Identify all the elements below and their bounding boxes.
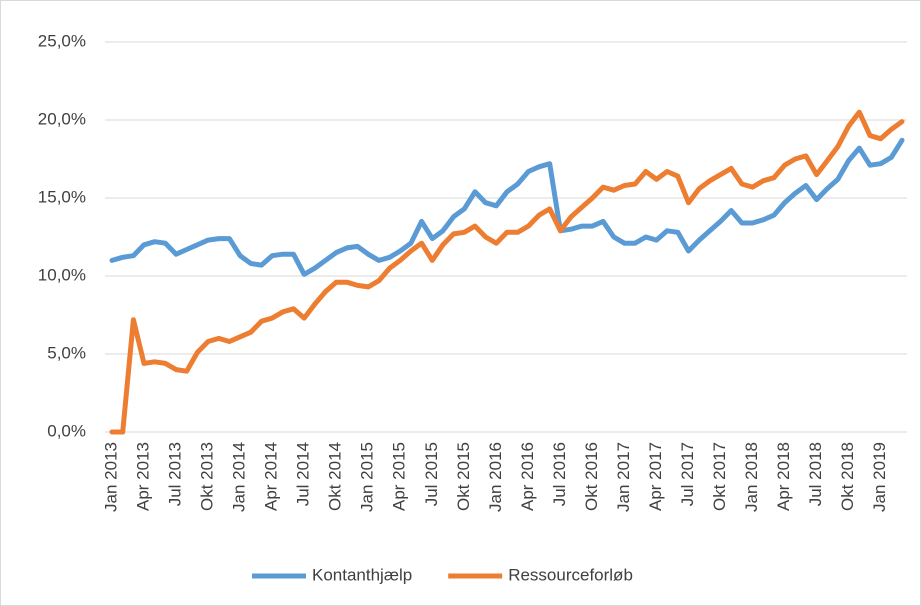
y-tick-label: 10,0% — [38, 265, 86, 284]
x-tick-label: Apr 2015 — [390, 442, 409, 511]
x-tick-label: Jan 2017 — [614, 442, 633, 512]
x-tick-label: Jul 2017 — [678, 442, 697, 506]
y-tick-label: 20,0% — [38, 109, 86, 128]
x-tick-label: Jul 2014 — [294, 442, 313, 506]
x-tick-label: Jan 2018 — [742, 442, 761, 512]
x-tick-label: Jan 2016 — [486, 442, 505, 512]
y-tick-label: 5,0% — [47, 343, 86, 362]
legend-label: Kontanthjælp — [312, 565, 412, 584]
x-tick-label: Okt 2014 — [326, 442, 345, 511]
y-tick-label: 25,0% — [38, 31, 86, 50]
x-tick-label: Jul 2015 — [422, 442, 441, 506]
x-tick-label: Jul 2018 — [806, 442, 825, 506]
line-series — [109, 137, 905, 277]
x-tick-label: Okt 2013 — [198, 442, 217, 511]
x-tick-label: Apr 2017 — [646, 442, 665, 511]
x-tick-label: Jul 2016 — [550, 442, 569, 506]
y-tick-label: 0,0% — [47, 421, 86, 440]
x-tick-label: Jan 2015 — [358, 442, 377, 512]
x-tick-label: Apr 2014 — [262, 442, 281, 511]
x-tick-label: Jan 2019 — [870, 442, 889, 512]
x-tick-label: Jan 2014 — [230, 442, 249, 512]
x-tick-label: Jul 2013 — [166, 442, 185, 506]
x-tick-label: Apr 2016 — [518, 442, 537, 511]
line-series — [109, 109, 905, 435]
x-tick-label: Apr 2018 — [774, 442, 793, 511]
x-tick-label: Okt 2018 — [838, 442, 857, 511]
x-tick-label: Okt 2017 — [710, 442, 729, 511]
x-tick-label: Okt 2016 — [582, 442, 601, 511]
y-tick-label: 15,0% — [38, 187, 86, 206]
x-tick-label: Apr 2013 — [134, 442, 153, 511]
legend-label: Ressourceforløb — [508, 565, 633, 584]
x-tick-label: Okt 2015 — [454, 442, 473, 511]
x-tick-label: Jan 2013 — [101, 442, 120, 512]
